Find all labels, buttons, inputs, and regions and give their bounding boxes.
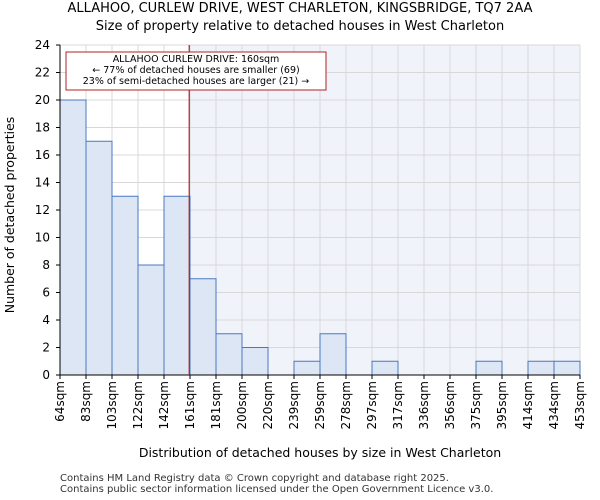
x-tick-label: 414sqm: [521, 381, 535, 429]
bar-297sqm: [371, 360, 399, 376]
x-tick-label: 64sqm: [53, 381, 67, 422]
y-axis-label: Number of detached properties: [2, 117, 17, 314]
bar-103sqm: [111, 195, 139, 376]
x-tick-label: 356sqm: [443, 381, 457, 429]
x-tick-label: 239sqm: [287, 381, 301, 429]
y-tick-label: 14: [35, 176, 50, 190]
x-tick-label: 434sqm: [547, 381, 561, 429]
bars: [59, 99, 581, 376]
x-tick-label: 278sqm: [339, 381, 353, 429]
x-tick-label: 336sqm: [417, 381, 431, 429]
x-tick-label: 259sqm: [313, 381, 327, 429]
bar-200sqm: [241, 347, 269, 376]
x-tick-label: 453sqm: [573, 381, 587, 429]
bar-239sqm: [293, 360, 321, 376]
bar-181sqm: [215, 333, 243, 376]
annotation-line-3: 23% of semi-detached houses are larger (…: [83, 76, 310, 87]
x-tick-label: 297sqm: [365, 381, 379, 429]
y-tick-label: 10: [35, 231, 50, 245]
y-tick-label: 0: [42, 368, 50, 382]
bar-64sqm: [59, 99, 87, 376]
x-tick-label: 220sqm: [261, 381, 275, 429]
x-tick-label: 142sqm: [157, 381, 171, 429]
annotation-line-2: ← 77% of detached houses are smaller (69…: [92, 65, 299, 76]
bar-259sqm: [319, 333, 347, 376]
x-tick-label: 200sqm: [235, 381, 249, 429]
x-tick-label: 161sqm: [183, 381, 197, 429]
bar-434sqm: [553, 360, 581, 376]
chart-title: ALLAHOO, CURLEW DRIVE, WEST CHARLETON, K…: [67, 1, 533, 16]
bar-414sqm: [527, 360, 555, 376]
y-tick-label: 16: [35, 148, 50, 162]
footer-licence: Contains public sector information licen…: [60, 484, 494, 495]
bar-161sqm: [189, 278, 217, 376]
x-tick-label: 317sqm: [391, 381, 405, 429]
y-tick-label: 20: [35, 93, 50, 107]
x-tick-label: 375sqm: [469, 381, 483, 429]
y-tick-label: 18: [35, 121, 50, 135]
x-tick-labels: 64sqm 83sqm 103sqm 122sqm 142sqm 161sqm 181sqm…: [53, 375, 587, 429]
footer-copyright: Contains HM Land Registry data © Crown c…: [60, 473, 449, 484]
y-tick-label: 6: [42, 286, 50, 300]
x-tick-label: 395sqm: [495, 381, 509, 429]
y-tick-label: 2: [42, 341, 50, 355]
y-tick-label: 12: [35, 203, 50, 217]
y-tick-label: 8: [42, 258, 50, 272]
y-tick-label: 4: [42, 313, 50, 327]
annotation-box: ALLAHOO CURLEW DRIVE: 160sqm ← 77% of de…: [65, 51, 327, 91]
y-tick-label: 22: [35, 66, 50, 80]
x-tick-label: 83sqm: [79, 381, 93, 422]
bar-375sqm: [475, 360, 503, 376]
x-tick-label: 103sqm: [105, 381, 119, 429]
y-tick-label: 24: [35, 38, 50, 52]
x-tick-label: 181sqm: [209, 381, 223, 429]
bar-83sqm: [85, 140, 113, 376]
x-tick-label: 122sqm: [131, 381, 145, 429]
annotation-line-1: ALLAHOO CURLEW DRIVE: 160sqm: [113, 54, 280, 65]
bar-142sqm: [163, 195, 191, 376]
bar-122sqm: [137, 264, 165, 376]
chart-subtitle: Size of property relative to detached ho…: [95, 19, 505, 34]
x-axis-label: Distribution of detached houses by size …: [139, 445, 501, 460]
